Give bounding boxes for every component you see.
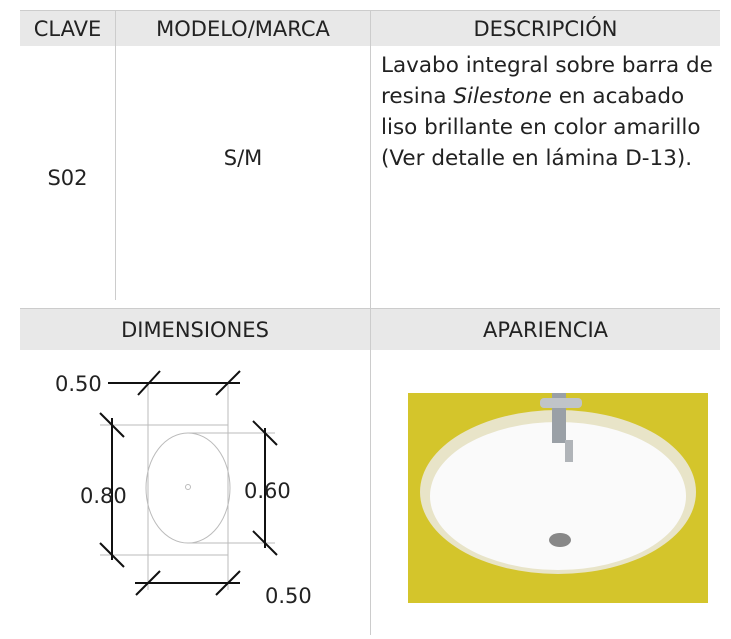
- brand: Silestone: [453, 84, 552, 109]
- header-cell: DIMENSIONES: [20, 308, 370, 350]
- dim-label: 0.50: [265, 584, 312, 608]
- text: en acabado liso brillante en color amari…: [381, 84, 701, 171]
- clave: S02: [47, 166, 88, 190]
- divider: [115, 10, 116, 300]
- header-cell: CLAVE: [20, 10, 115, 46]
- description: Lavabo integral sobre barra de resina Si…: [381, 50, 716, 174]
- header-cell: APARIENCIA: [371, 308, 720, 350]
- dim-label: 0.60: [244, 479, 291, 503]
- text: Lavabo integral sobre barra de resina: [381, 53, 713, 109]
- dim-label: 0.50: [55, 372, 102, 396]
- divider: [370, 10, 371, 635]
- header-cell: DESCRIPCIÓN: [371, 10, 720, 46]
- header-cell: MODELO/MARCA: [116, 10, 370, 46]
- modelo: S/M: [223, 146, 263, 170]
- dim-label: 0.80: [80, 484, 127, 508]
- sink-photo: [408, 393, 708, 603]
